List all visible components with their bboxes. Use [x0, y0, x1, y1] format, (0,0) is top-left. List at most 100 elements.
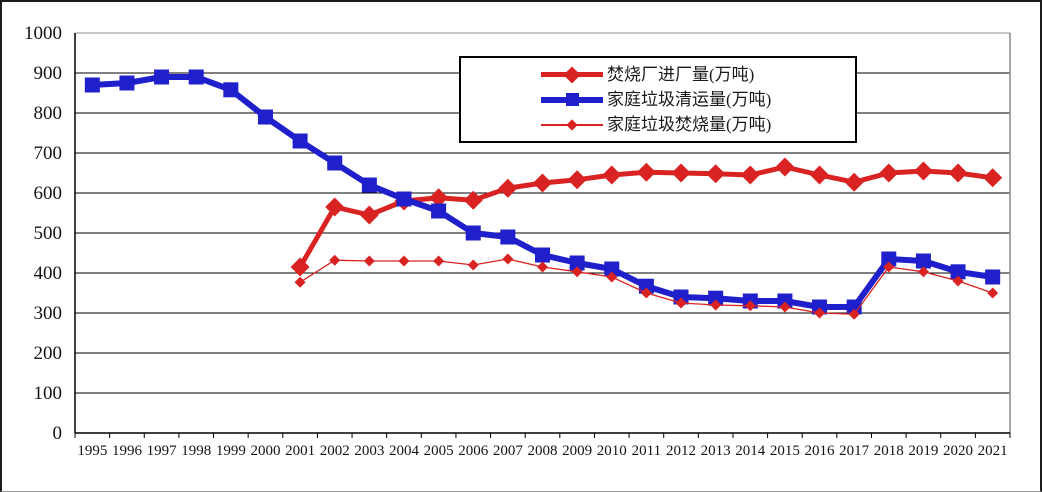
- data-point-diamond: [671, 163, 691, 183]
- data-point-diamond: [636, 162, 656, 182]
- legend-sample-thin-red-line: [541, 115, 603, 135]
- data-point-square: [257, 109, 273, 125]
- x-axis-label: 2012: [666, 443, 696, 459]
- data-point-square: [465, 225, 481, 241]
- data-point-diamond: [948, 163, 968, 183]
- data-point-diamond: [883, 261, 895, 273]
- y-axis-label: 400: [34, 263, 63, 284]
- x-axis-label: 2000: [250, 443, 280, 459]
- x-axis-label: 2002: [320, 443, 350, 459]
- data-point-diamond: [640, 287, 652, 299]
- x-axis-label: 2015: [770, 443, 800, 459]
- y-axis-label: 300: [34, 303, 63, 324]
- data-point-diamond: [810, 165, 830, 185]
- data-point-square: [188, 69, 204, 85]
- data-point-square: [535, 247, 550, 263]
- data-point-diamond: [814, 307, 826, 319]
- data-point-diamond: [983, 168, 1003, 188]
- y-axis-label: 800: [34, 103, 63, 124]
- data-point-diamond: [467, 259, 479, 271]
- x-axis-label: 2006: [458, 443, 489, 459]
- data-point-square: [604, 261, 620, 277]
- data-point-diamond: [429, 188, 449, 208]
- data-point-square: [812, 299, 828, 315]
- x-axis-label: 2004: [389, 443, 420, 459]
- x-axis-label: 2009: [562, 443, 592, 459]
- y-axis-label: 1000: [24, 23, 62, 44]
- data-point-square: [846, 299, 862, 315]
- series-2: [294, 253, 999, 320]
- y-axis-label: 0: [53, 423, 63, 444]
- legend-label: 焚烧厂进厂量(万吨): [607, 65, 755, 84]
- data-point-diamond: [329, 254, 341, 266]
- data-point-diamond: [952, 275, 964, 287]
- x-axis-label: 1996: [112, 443, 143, 459]
- legend-item-household-waste-incinerated: 家庭垃圾焚烧量(万吨): [541, 112, 849, 137]
- series-1: [84, 69, 1001, 315]
- data-point-diamond: [706, 164, 726, 184]
- x-axis-label: 1997: [147, 443, 178, 459]
- data-point-diamond: [675, 297, 687, 309]
- data-point-diamond: [433, 255, 445, 267]
- data-point-diamond: [602, 165, 622, 185]
- x-axis-label: 2019: [908, 443, 938, 459]
- x-axis-label: 2003: [354, 443, 384, 459]
- y-axis-label: 600: [34, 183, 63, 204]
- data-point-square: [361, 177, 377, 193]
- x-axis-label: 2007: [493, 443, 524, 459]
- legend-item-incineration-plant-input: 焚烧厂进厂量(万吨): [541, 62, 849, 87]
- data-point-square: [431, 203, 447, 219]
- y-axis-label: 500: [34, 223, 63, 244]
- legend-sample-thick-red-line: [541, 65, 603, 85]
- chart-legend: 焚烧厂进厂量(万吨) 家庭垃圾清运量(万吨) 家庭垃圾焚烧量(万吨): [459, 56, 857, 143]
- x-axis-label: 2020: [943, 443, 973, 459]
- data-point-diamond: [498, 178, 518, 198]
- data-point-square: [500, 229, 516, 245]
- data-point-square: [673, 289, 689, 305]
- x-axis-label: 1999: [216, 443, 246, 459]
- data-point-square: [985, 269, 1001, 285]
- data-point-diamond: [359, 205, 379, 225]
- x-axis-label: 2021: [978, 443, 1008, 459]
- data-point-square: [708, 290, 724, 306]
- data-point-diamond: [987, 287, 999, 299]
- data-point-diamond: [879, 163, 899, 183]
- legend-item-household-waste-collected: 家庭垃圾清运量(万吨): [541, 87, 849, 112]
- data-point-diamond: [294, 276, 306, 288]
- data-point-square: [154, 69, 170, 85]
- data-point-diamond: [325, 197, 345, 217]
- data-point-diamond: [463, 190, 483, 210]
- data-point-diamond: [606, 271, 618, 283]
- data-point-square: [638, 278, 654, 294]
- data-point-square: [119, 75, 135, 91]
- data-point-square: [569, 255, 585, 271]
- data-point-square: [915, 253, 931, 269]
- data-point-diamond: [779, 301, 791, 313]
- x-axis: 1995 1996 1997 1998 1999 2000 2001 2002 2003 2004…: [74, 433, 1011, 459]
- data-point-diamond: [567, 170, 587, 190]
- data-point-diamond: [398, 255, 410, 267]
- blue-square-icon: [565, 93, 579, 106]
- data-point-diamond: [363, 255, 375, 267]
- data-point-diamond: [740, 165, 760, 185]
- legend-sample-thick-blue-line: [541, 90, 603, 110]
- y-axis-label: 100: [34, 383, 63, 404]
- x-axis-label: 2010: [597, 443, 627, 459]
- data-point-square: [292, 133, 308, 149]
- y-axis-label: 200: [34, 343, 63, 364]
- data-point-diamond: [533, 173, 552, 193]
- x-axis-label: 2011: [632, 443, 661, 459]
- x-axis-label: 2018: [874, 443, 904, 459]
- data-point-diamond: [775, 157, 795, 177]
- x-axis-label: 1995: [77, 443, 107, 459]
- x-axis-label: 2013: [701, 443, 731, 459]
- data-point-diamond: [710, 299, 722, 311]
- data-point-diamond: [913, 161, 933, 181]
- data-point-diamond: [917, 266, 929, 278]
- gridlines: 0 100 200 300 400 500 600 700 800 900 1000: [24, 23, 1010, 444]
- red-diamond-icon: [563, 66, 581, 83]
- data-point-square: [84, 77, 100, 93]
- data-point-square: [950, 264, 966, 280]
